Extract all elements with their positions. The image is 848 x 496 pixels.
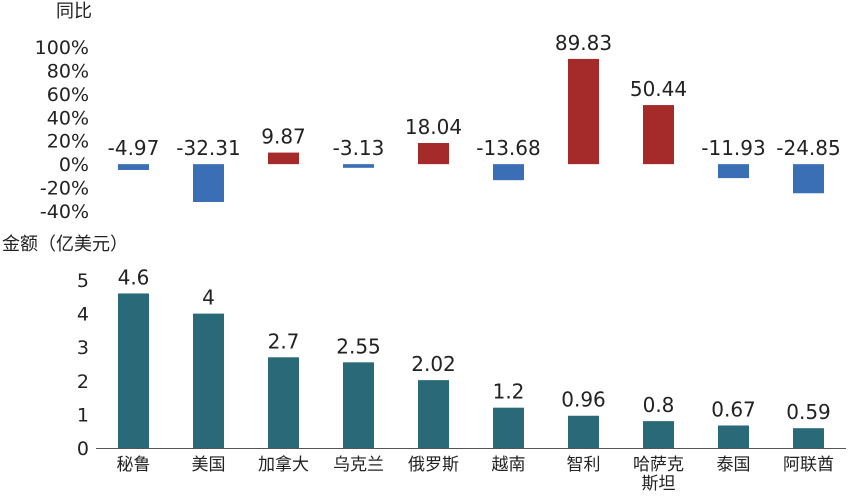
top-data-label: -11.93 — [701, 136, 765, 160]
category-label: 智利 — [567, 455, 601, 475]
category-label: 泰国 — [717, 455, 751, 475]
category-label: 阿联酋 — [783, 455, 834, 475]
category-label: 美国 — [192, 455, 226, 475]
bottom-y-tick-label: 1 — [77, 404, 89, 426]
top-chart-bars: -4.97 -32.31 9.87 -3.13 18.04 -13.68 89.83 50.4… — [108, 31, 841, 202]
top-chart-y-axis: 100%80%60%40%20%0%-20%-40% — [35, 37, 89, 223]
bottom-data-label: 0.67 — [711, 397, 756, 421]
bottom-bar — [643, 421, 674, 448]
bottom-data-label: 0.96 — [561, 388, 606, 412]
bottom-chart-bars: 4.6 4 2.7 2.55 2.02 1.2 0.96 0.8 0.67 0.59 — [118, 265, 831, 448]
top-data-label: -24.85 — [776, 136, 840, 160]
top-data-label: -13.68 — [476, 136, 540, 160]
top-y-tick-label: -20% — [40, 178, 89, 200]
top-y-tick-label: -40% — [40, 201, 89, 223]
bottom-chart-y-axis: 5 4 3 2 1 0 — [77, 270, 89, 460]
bottom-y-tick-label: 0 — [77, 438, 89, 460]
bottom-data-label: 2.02 — [411, 352, 456, 376]
top-data-label: 50.44 — [630, 77, 687, 101]
top-data-label: 89.83 — [555, 31, 612, 55]
category-label: 加拿大 — [258, 454, 309, 475]
top-bar — [118, 164, 149, 170]
category-label: 越南 — [492, 455, 526, 475]
bottom-bar — [718, 425, 749, 448]
category-label: 秘鲁 — [117, 455, 151, 475]
bottom-data-label: 2.7 — [268, 329, 300, 353]
bottom-y-tick-label: 3 — [77, 337, 89, 359]
top-chart-ylabel: 同比 — [56, 1, 92, 22]
top-data-label: -4.97 — [108, 136, 160, 160]
bottom-bar — [268, 357, 299, 448]
bottom-data-label: 4.6 — [118, 265, 150, 289]
top-y-tick-label: 40% — [47, 107, 89, 129]
bottom-bar — [193, 313, 224, 448]
bottom-data-label: 0.59 — [786, 400, 831, 424]
top-bar — [718, 164, 749, 179]
top-data-label: 18.04 — [405, 115, 462, 139]
category-label: 哈萨克 — [633, 455, 684, 475]
top-bar — [343, 164, 374, 168]
top-y-tick-label: 0% — [59, 154, 89, 176]
top-bar — [793, 164, 824, 194]
bottom-bar — [343, 362, 374, 448]
bottom-data-label: 2.55 — [336, 334, 381, 358]
top-bar — [493, 164, 524, 181]
top-y-tick-label: 100% — [35, 37, 89, 59]
top-bar — [418, 143, 449, 165]
bottom-bar — [418, 380, 449, 448]
bottom-bar — [118, 293, 149, 448]
bottom-y-tick-label: 5 — [77, 270, 89, 292]
top-bar — [268, 152, 299, 165]
bottom-bar — [568, 415, 599, 448]
top-data-label: 9.87 — [261, 125, 306, 149]
top-y-tick-label: 60% — [47, 84, 89, 106]
bottom-y-tick-label: 2 — [77, 371, 89, 393]
top-bar — [193, 164, 224, 202]
category-label: 乌克兰 — [333, 455, 384, 475]
top-y-tick-label: 80% — [47, 60, 89, 82]
bottom-bar — [793, 428, 824, 448]
top-data-label: -32.31 — [176, 136, 240, 160]
bottom-data-label: 4 — [202, 286, 215, 310]
category-label: 斯坦 — [642, 474, 676, 492]
bottom-chart-ylabel: 金额（亿美元） — [2, 234, 128, 255]
top-y-tick-label: 20% — [47, 131, 89, 153]
top-bar — [568, 58, 599, 165]
bottom-bar — [493, 407, 524, 448]
category-label: 俄罗斯 — [408, 455, 459, 475]
bottom-data-label: 1.2 — [493, 380, 525, 404]
bottom-data-label: 0.8 — [643, 393, 675, 417]
bottom-y-tick-label: 4 — [77, 304, 89, 326]
top-data-label: -3.13 — [333, 136, 385, 160]
top-bar — [643, 105, 674, 165]
